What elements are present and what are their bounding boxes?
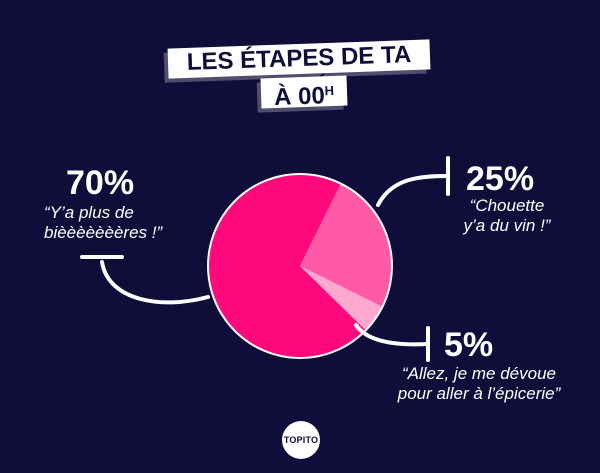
label-5-quote-line-1: “Allez, je me dévoue: [401, 364, 557, 383]
label-5-quote-line-2: pour aller à l’épicerie”: [397, 384, 561, 403]
label-25-quote-line-1: “Chouette: [469, 196, 545, 215]
connector-25: [376, 174, 450, 207]
connector-70: [100, 260, 210, 305]
label-25-quote: “Chouette y’a du vin !”: [452, 196, 562, 236]
label-70-percent: 70%: [66, 164, 135, 202]
connector-5: [354, 323, 430, 347]
pie-slice-25: [300, 184, 391, 307]
label-5-percent: 5%: [444, 326, 494, 364]
pie-slice-5: [300, 266, 382, 330]
pie-slice-70: [209, 174, 366, 357]
label-5-quote: “Allez, je me dévoue pour aller à l’épic…: [372, 364, 586, 404]
label-25-percent: 25%: [466, 160, 535, 198]
label-70-quote-line-2: bièèèèèèères !”: [44, 223, 163, 242]
label-70-quote: “Y’a plus de bièèèèèèères !”: [44, 203, 194, 243]
label-70-quote-line-1: “Y’a plus de: [44, 203, 134, 222]
label-25-quote-line-2: y’a du vin !”: [463, 216, 551, 235]
topito-logo: TOPITO: [282, 421, 320, 459]
